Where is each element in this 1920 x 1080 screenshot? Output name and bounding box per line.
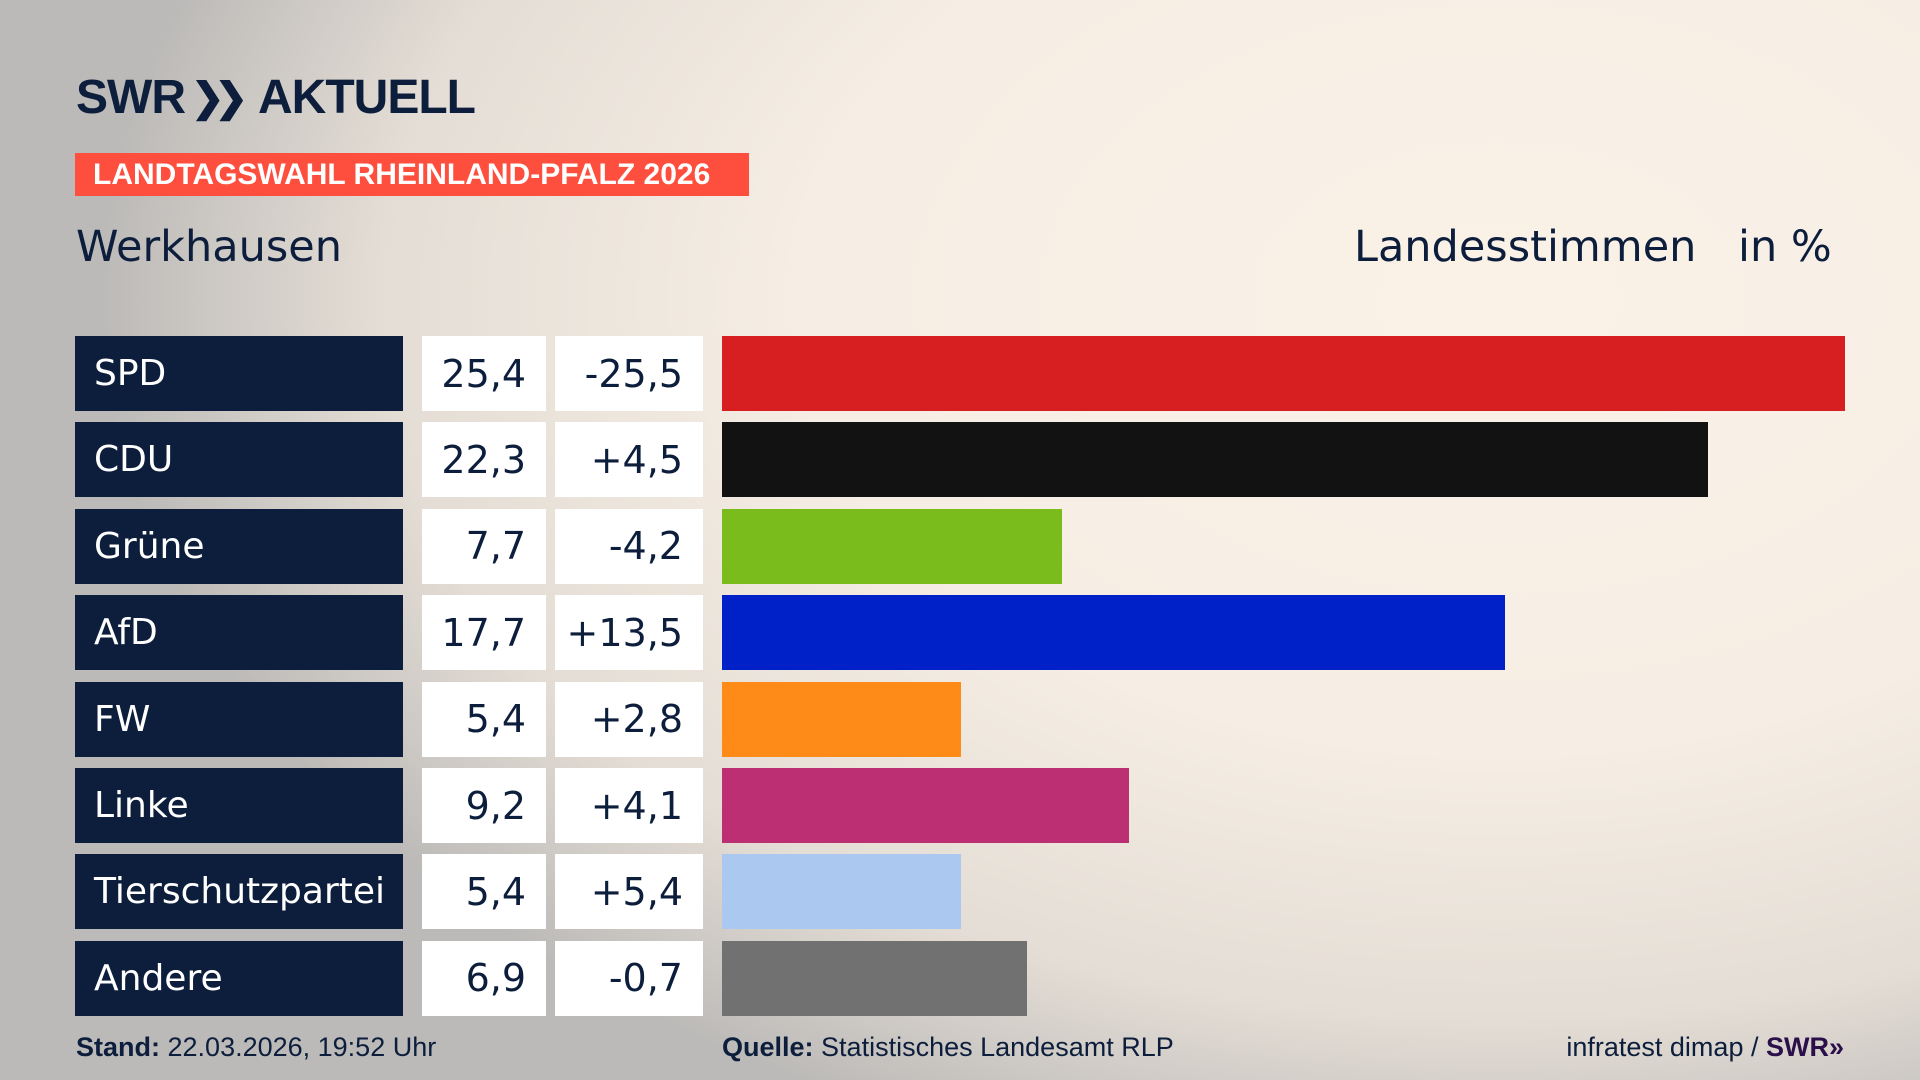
party-bar [722, 768, 1129, 843]
credit-text: infratest dimap / [1566, 1032, 1759, 1062]
chevron-icon: ❯❯ [190, 75, 248, 120]
timestamp-label: Stand: [76, 1032, 160, 1062]
party-diff: +5,4 [555, 854, 703, 930]
party-value: 22,3 [422, 422, 546, 498]
party-row: AfD 17,7 +13,5 [0, 595, 1920, 671]
party-name: Grüne [75, 508, 403, 584]
party-diff: +13,5 [555, 595, 703, 671]
logo-brand: SWR [76, 71, 186, 124]
party-name: AfD [75, 595, 403, 671]
party-value: 7,7 [422, 508, 546, 584]
timestamp: Stand: 22.03.2026, 19:52 Uhr [76, 1032, 436, 1063]
party-value: 25,4 [422, 336, 546, 411]
logo-suffix: AKTUELL [258, 71, 476, 124]
party-row: SPD 25,4 -25,5 [0, 336, 1920, 411]
party-value: 5,4 [422, 854, 546, 930]
party-bar [722, 681, 961, 757]
party-name: FW [75, 681, 403, 757]
party-value: 6,9 [422, 940, 546, 1016]
party-bar [722, 422, 1708, 498]
party-bar [722, 508, 1063, 584]
party-name: Tierschutzpartei [75, 854, 403, 930]
party-row: CDU 22,3 +4,5 [0, 422, 1920, 498]
source-label: Quelle: [722, 1032, 814, 1062]
party-row: Linke 9,2 +4,1 [0, 768, 1920, 843]
party-name: CDU [75, 422, 403, 498]
party-diff: -4,2 [555, 508, 703, 584]
party-bar [722, 854, 961, 930]
swr-aktuell-logo: SWR ❯❯ AKTUELL [76, 70, 476, 125]
election-banner: LANDTAGSWAHL RHEINLAND-PFALZ 2026 [75, 153, 749, 196]
timestamp-value: 22.03.2026, 19:52 Uhr [167, 1032, 437, 1062]
party-bar [722, 336, 1845, 411]
party-diff: -0,7 [555, 940, 703, 1016]
measure-label: Landesstimmen [1354, 222, 1697, 272]
party-row: Andere 6,9 -0,7 [0, 940, 1920, 1016]
place-title: Werkhausen [76, 222, 342, 272]
party-diff: +4,5 [555, 422, 703, 498]
credit-brand: SWR» [1765, 1032, 1844, 1062]
party-value: 5,4 [422, 681, 546, 757]
party-value: 17,7 [422, 595, 546, 671]
party-value: 9,2 [422, 768, 546, 843]
party-name: Andere [75, 940, 403, 1016]
party-row: FW 5,4 +2,8 [0, 681, 1920, 757]
party-diff: -25,5 [555, 336, 703, 411]
party-row: Tierschutzpartei 5,4 +5,4 [0, 854, 1920, 930]
party-diff: +2,8 [555, 681, 703, 757]
party-bar [722, 595, 1505, 671]
unit-label: in % [1738, 222, 1832, 272]
party-row: Grüne 7,7 -4,2 [0, 508, 1920, 584]
party-diff: +4,1 [555, 768, 703, 843]
credit: infratest dimap / SWR» [1566, 1032, 1844, 1063]
party-name: Linke [75, 768, 403, 843]
party-bar [722, 940, 1028, 1016]
source: Quelle: Statistisches Landesamt RLP [722, 1032, 1174, 1063]
source-value: Statistisches Landesamt RLP [821, 1032, 1174, 1062]
party-name: SPD [75, 336, 403, 411]
